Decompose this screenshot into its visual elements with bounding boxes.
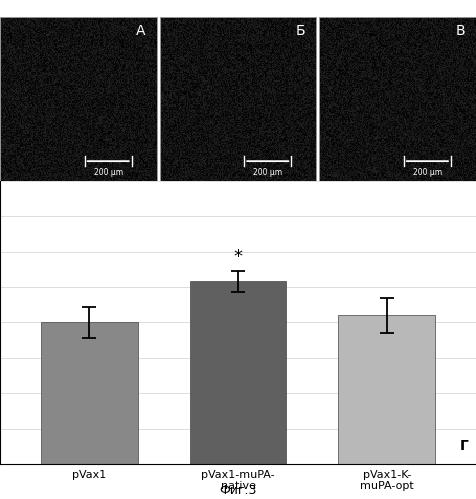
Text: А: А — [136, 24, 146, 38]
Text: Б: Б — [296, 24, 306, 38]
Text: 200 μm: 200 μm — [94, 168, 123, 177]
Bar — [189, 281, 287, 464]
Text: В: В — [456, 24, 465, 38]
Bar — [41, 322, 138, 464]
Text: 200 μm: 200 μm — [253, 168, 282, 177]
Bar — [338, 315, 435, 464]
Text: Г: Г — [460, 439, 469, 453]
Text: 200 μm: 200 μm — [413, 168, 442, 177]
Text: *: * — [234, 249, 242, 266]
Text: Фиг.3: Фиг.3 — [219, 484, 257, 497]
